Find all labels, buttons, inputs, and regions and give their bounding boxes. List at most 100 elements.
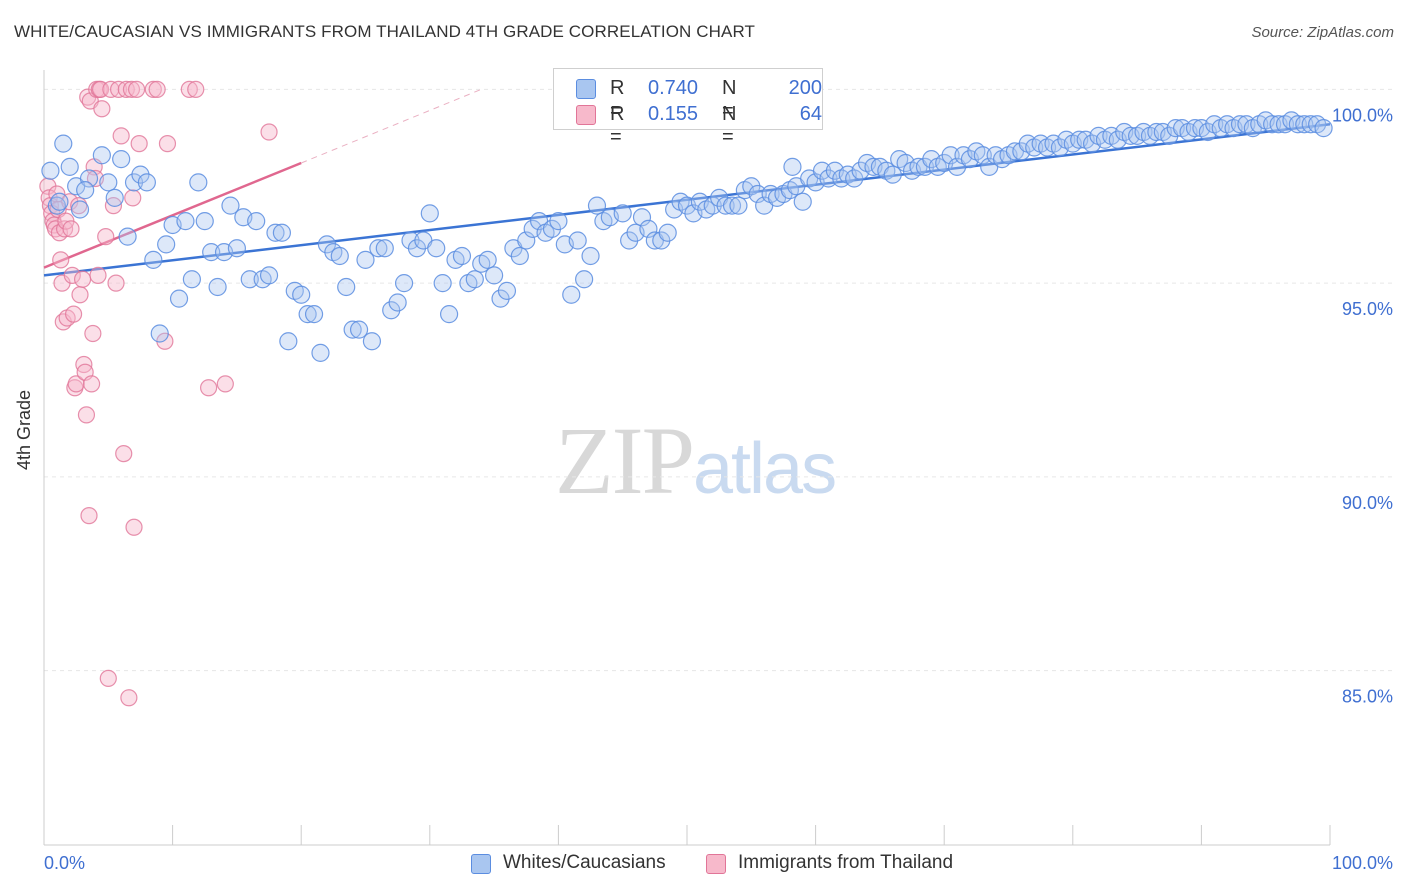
point-thailand: [122, 80, 141, 98]
point-whites: [793, 192, 812, 211]
point-thailand: [120, 689, 138, 707]
point-whites: [272, 223, 292, 242]
point-whites: [41, 161, 60, 180]
point-whites: [465, 270, 484, 289]
point-whites: [356, 250, 375, 269]
point-whites: [497, 281, 517, 300]
y-tick-label: 85.0%: [1342, 687, 1393, 707]
point-whites: [568, 231, 587, 250]
point-thailand: [80, 507, 98, 525]
point-whites: [337, 277, 356, 297]
point-whites: [304, 305, 324, 324]
point-thailand: [144, 80, 162, 98]
point-thailand: [125, 518, 143, 536]
legend-swatch-blue: [576, 79, 596, 99]
legend-r-value: 0.155: [648, 103, 699, 125]
point-thailand: [82, 375, 101, 393]
trend-lines: [43, 88, 1331, 277]
point-whites: [208, 277, 227, 297]
point-whites: [433, 274, 452, 293]
point-thailand: [99, 669, 117, 687]
point-whites: [394, 274, 414, 293]
point-thailand: [127, 80, 146, 98]
legend-n-value: 200: [788, 77, 822, 99]
point-whites: [105, 188, 124, 207]
y-tick-label: 90.0%: [1342, 493, 1393, 513]
legend-r-label: R =: [610, 77, 625, 122]
point-thailand: [130, 135, 148, 153]
point-whites: [1263, 115, 1282, 134]
axes: [43, 70, 1331, 846]
point-whites: [517, 231, 536, 250]
point-whites: [292, 285, 311, 304]
point-whites: [883, 165, 902, 184]
point-thailand: [104, 197, 123, 215]
point-thailand: [260, 123, 278, 141]
y-tick-label: 100.0%: [1332, 105, 1393, 125]
point-thailand: [158, 135, 177, 153]
point-whites: [118, 227, 137, 246]
point-whites: [716, 196, 735, 215]
watermark: ZIPatlas: [555, 405, 837, 516]
point-whites: [478, 250, 497, 269]
point-whites: [227, 239, 246, 258]
legend-swatch-pink: [576, 105, 596, 125]
point-whites: [343, 320, 362, 339]
point-whites: [266, 223, 285, 242]
point-whites: [202, 243, 221, 262]
point-thailand: [77, 406, 96, 424]
point-whites: [349, 320, 369, 339]
point-whites: [311, 343, 330, 362]
point-whites: [452, 246, 472, 266]
point-whites: [510, 246, 529, 266]
point-whites: [60, 157, 79, 176]
point-whites: [189, 173, 208, 192]
point-whites: [92, 146, 111, 165]
watermark-atlas: atlas: [693, 429, 837, 509]
point-whites: [613, 204, 632, 223]
legend-n-value: 64: [799, 103, 822, 125]
point-thailand: [187, 80, 205, 98]
point-whites: [575, 270, 594, 289]
point-thailand: [115, 445, 133, 463]
y-tick-label: 95.0%: [1342, 299, 1393, 319]
series-whites-caucasians: [41, 111, 1333, 362]
point-whites: [362, 332, 382, 351]
legend-label: Whites/Caucasians: [503, 852, 666, 873]
point-thailand: [180, 80, 198, 98]
point-whites: [369, 239, 388, 258]
trend-line-whites: [43, 123, 1331, 277]
point-thailand: [200, 379, 218, 397]
point-whites: [182, 270, 201, 289]
legend-label: Immigrants from Thailand: [738, 852, 954, 873]
point-thailand: [63, 266, 81, 284]
point-whites: [375, 239, 394, 258]
y-axis-label: 4th Grade: [14, 389, 34, 470]
point-whites: [330, 246, 349, 266]
point-whites: [748, 184, 767, 204]
point-whites: [195, 212, 214, 231]
point-thailand: [93, 100, 111, 118]
point-thailand: [89, 266, 107, 284]
point-whites: [388, 293, 407, 312]
point-whites: [54, 134, 73, 153]
point-whites: [941, 146, 960, 165]
point-whites: [298, 305, 317, 324]
trend-line-thailand: [43, 161, 302, 269]
source-label: Source: ZipAtlas.com: [1251, 24, 1394, 41]
point-whites: [722, 196, 742, 215]
point-thailand: [112, 127, 130, 145]
point-whites: [259, 266, 279, 285]
point-thailand: [71, 286, 89, 304]
point-thailand: [62, 220, 80, 238]
point-thailand: [148, 80, 166, 98]
point-whites: [176, 212, 195, 231]
point-whites: [240, 270, 259, 289]
point-whites: [79, 169, 99, 188]
tick-labels: 85.0% 90.0% 95.0% 100.0% 0.0% 100.0%: [44, 105, 1393, 873]
point-whites: [221, 196, 240, 215]
point-whites: [76, 181, 95, 200]
legend-swatch-blue: [471, 854, 491, 874]
x-tick-label: 100.0%: [1332, 853, 1393, 873]
point-whites: [632, 208, 652, 227]
